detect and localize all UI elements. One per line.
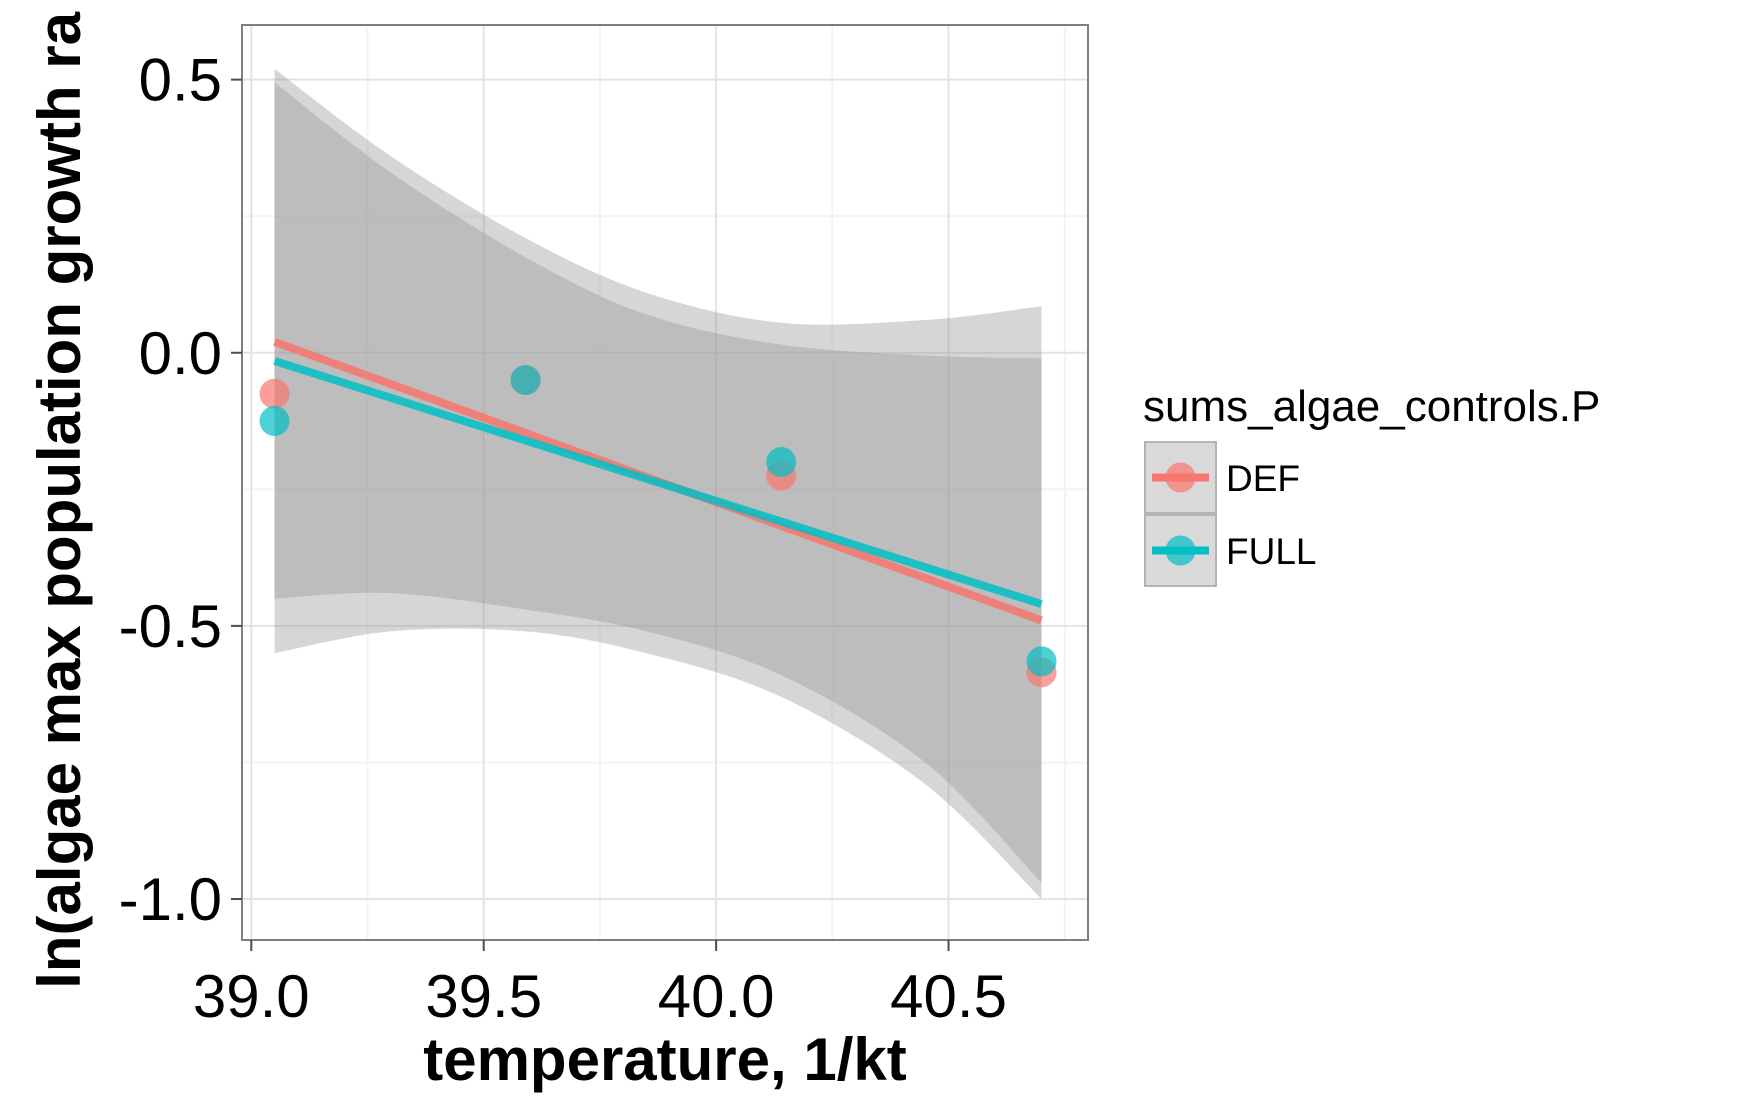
x-tick-label: 40.5 — [890, 963, 1007, 1030]
fit-lines — [273, 338, 1043, 625]
grid-major — [242, 25, 1088, 940]
plot-border — [241, 24, 1089, 941]
x-axis-title: temperature, 1/kt — [423, 1026, 907, 1093]
y-axis: -1.0 -0.5 0.0 0.5 — [119, 47, 242, 933]
legend-key-point — [1165, 462, 1196, 493]
point-full — [766, 447, 797, 478]
y-tick-label: 0.0 — [139, 320, 222, 387]
point-full — [510, 365, 541, 396]
legend-title: sums_algae_controls.P — [1143, 382, 1600, 431]
x-tick-label: 39.0 — [193, 963, 310, 1030]
y-tick-label: -1.0 — [119, 866, 222, 933]
y-tick-label: -0.5 — [119, 593, 222, 660]
x-tick-label: 40.0 — [658, 963, 775, 1030]
legend-key-point — [1165, 535, 1196, 566]
y-tick-label: 0.5 — [139, 47, 222, 114]
point-def — [259, 378, 290, 409]
legend: sums_algae_controls.P DEF FULL — [1143, 382, 1600, 587]
legend-label-def: DEF — [1226, 458, 1300, 499]
data-points — [259, 365, 1057, 688]
legend-label-full: FULL — [1226, 531, 1316, 572]
fit-line-full — [273, 357, 1043, 608]
x-axis: 39.0 39.5 40.0 40.5 — [193, 940, 1007, 1030]
point-full — [1026, 646, 1057, 677]
point-full — [259, 406, 290, 437]
x-tick-label: 39.5 — [425, 963, 542, 1030]
grid-minor — [242, 25, 1088, 940]
y-axis-title: ln(algae max population growth ra — [26, 11, 93, 988]
